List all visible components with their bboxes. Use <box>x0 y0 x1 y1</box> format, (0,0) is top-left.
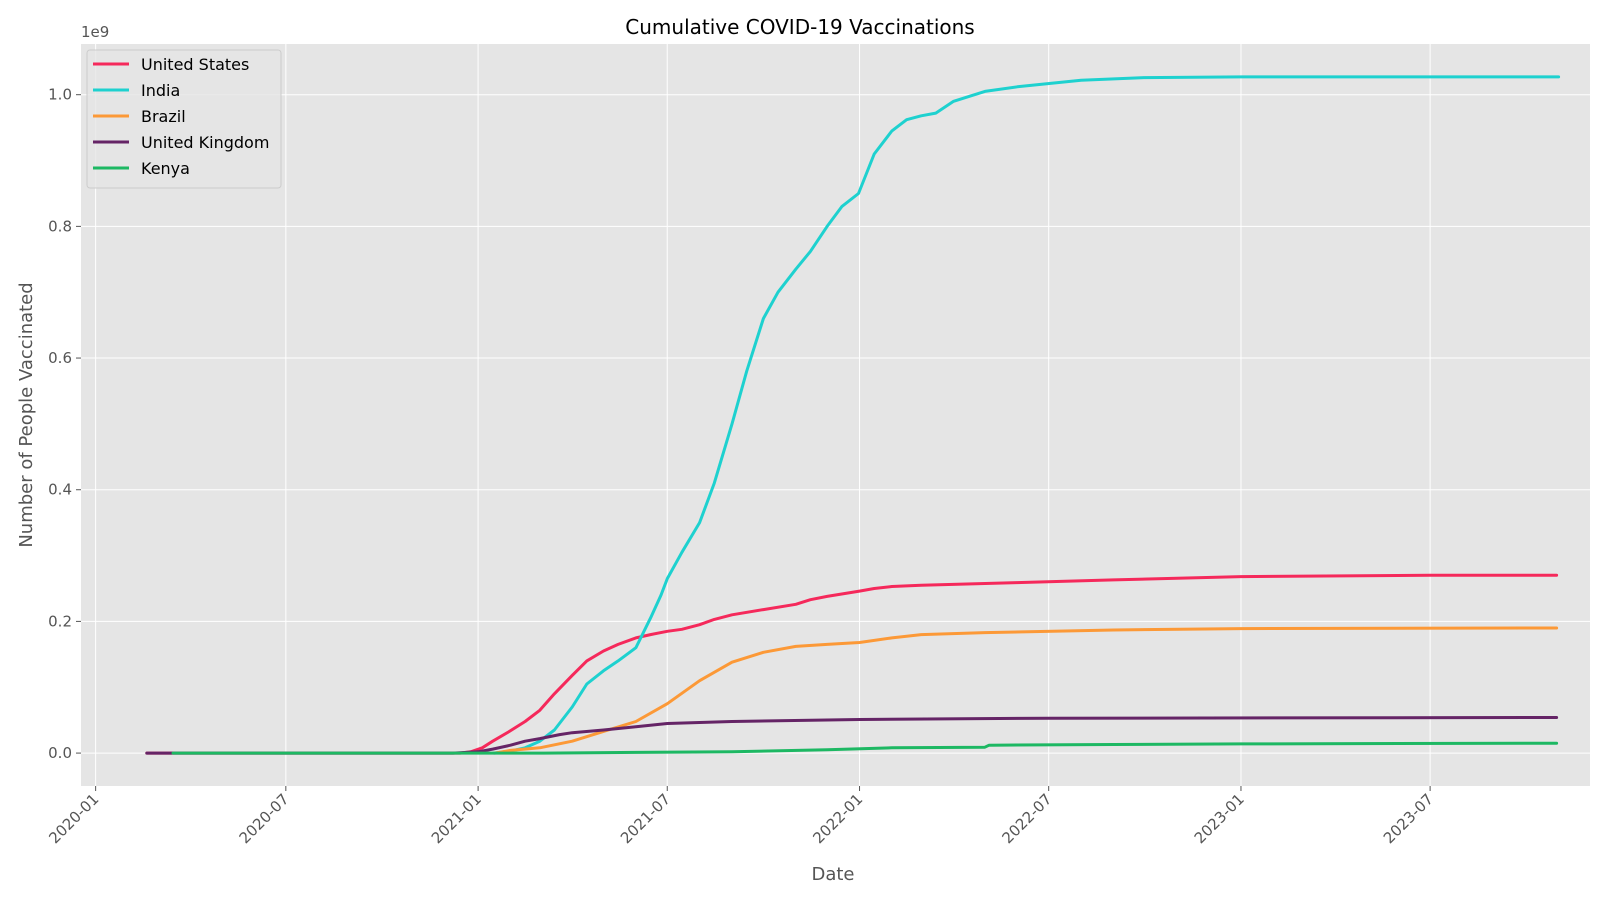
y-tick-label: 0.4 <box>48 481 72 499</box>
plot-area <box>81 44 1590 786</box>
series-line-brazil <box>493 626 1559 755</box>
legend-items: United States India Brazil United Kingdom Ke… <box>93 55 269 178</box>
y-offset-label: 1e9 <box>81 23 109 41</box>
y-axis-label: Number of People Vaccinated <box>16 282 37 547</box>
grid-lines <box>81 44 1590 786</box>
chart-title: Cumulative COVID-19 Vaccinations <box>625 15 974 39</box>
x-tick-label: 2022-07 <box>998 790 1055 847</box>
series-line-united-states <box>145 573 1559 755</box>
legend-label: United States <box>141 55 249 74</box>
series-line-kenya <box>171 741 1559 755</box>
data-series <box>145 75 1561 755</box>
series-line-india <box>492 75 1561 755</box>
x-tick-label: 2023-07 <box>1380 790 1437 847</box>
x-axis-label: Date <box>811 864 854 885</box>
x-tick-label: 2020-01 <box>45 790 102 847</box>
x-tick-label: 2021-07 <box>617 790 674 847</box>
x-tick-label: 2021-01 <box>428 790 485 847</box>
y-tick-label: 1.0 <box>48 86 72 104</box>
y-tick-label: 0.8 <box>48 217 72 235</box>
series-line-united-kingdom <box>145 716 1559 755</box>
y-tick-label: 0.0 <box>48 744 72 762</box>
legend-label: India <box>141 81 180 100</box>
legend-label: Brazil <box>141 107 186 126</box>
x-tick-label: 2022-01 <box>809 790 866 847</box>
y-tick-label: 0.6 <box>48 349 72 367</box>
legend-box <box>86 49 282 189</box>
legend-label: Kenya <box>141 159 190 178</box>
legend: United States India Brazil United Kingdom Ke… <box>86 49 282 189</box>
y-tick-label: 0.2 <box>48 612 72 630</box>
x-tick-label: 2020-07 <box>236 790 293 847</box>
legend-label: United Kingdom <box>141 133 269 152</box>
x-tick-label: 2023-01 <box>1191 790 1248 847</box>
